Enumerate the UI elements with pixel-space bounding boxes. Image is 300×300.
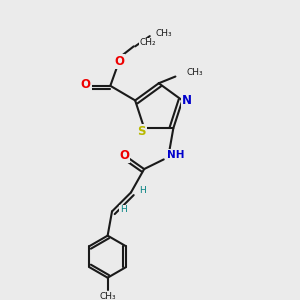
Text: NH: NH — [167, 150, 184, 160]
Text: H: H — [120, 206, 127, 214]
Text: O: O — [114, 55, 124, 68]
Text: CH₃: CH₃ — [155, 29, 172, 38]
Text: CH₃: CH₃ — [99, 292, 116, 300]
Text: N: N — [182, 94, 192, 107]
Text: CH₃: CH₃ — [187, 68, 203, 77]
Text: O: O — [119, 149, 129, 162]
Text: O: O — [81, 78, 91, 91]
Text: H: H — [139, 186, 145, 195]
Text: S: S — [138, 124, 146, 138]
Text: CH₂: CH₂ — [140, 38, 156, 47]
